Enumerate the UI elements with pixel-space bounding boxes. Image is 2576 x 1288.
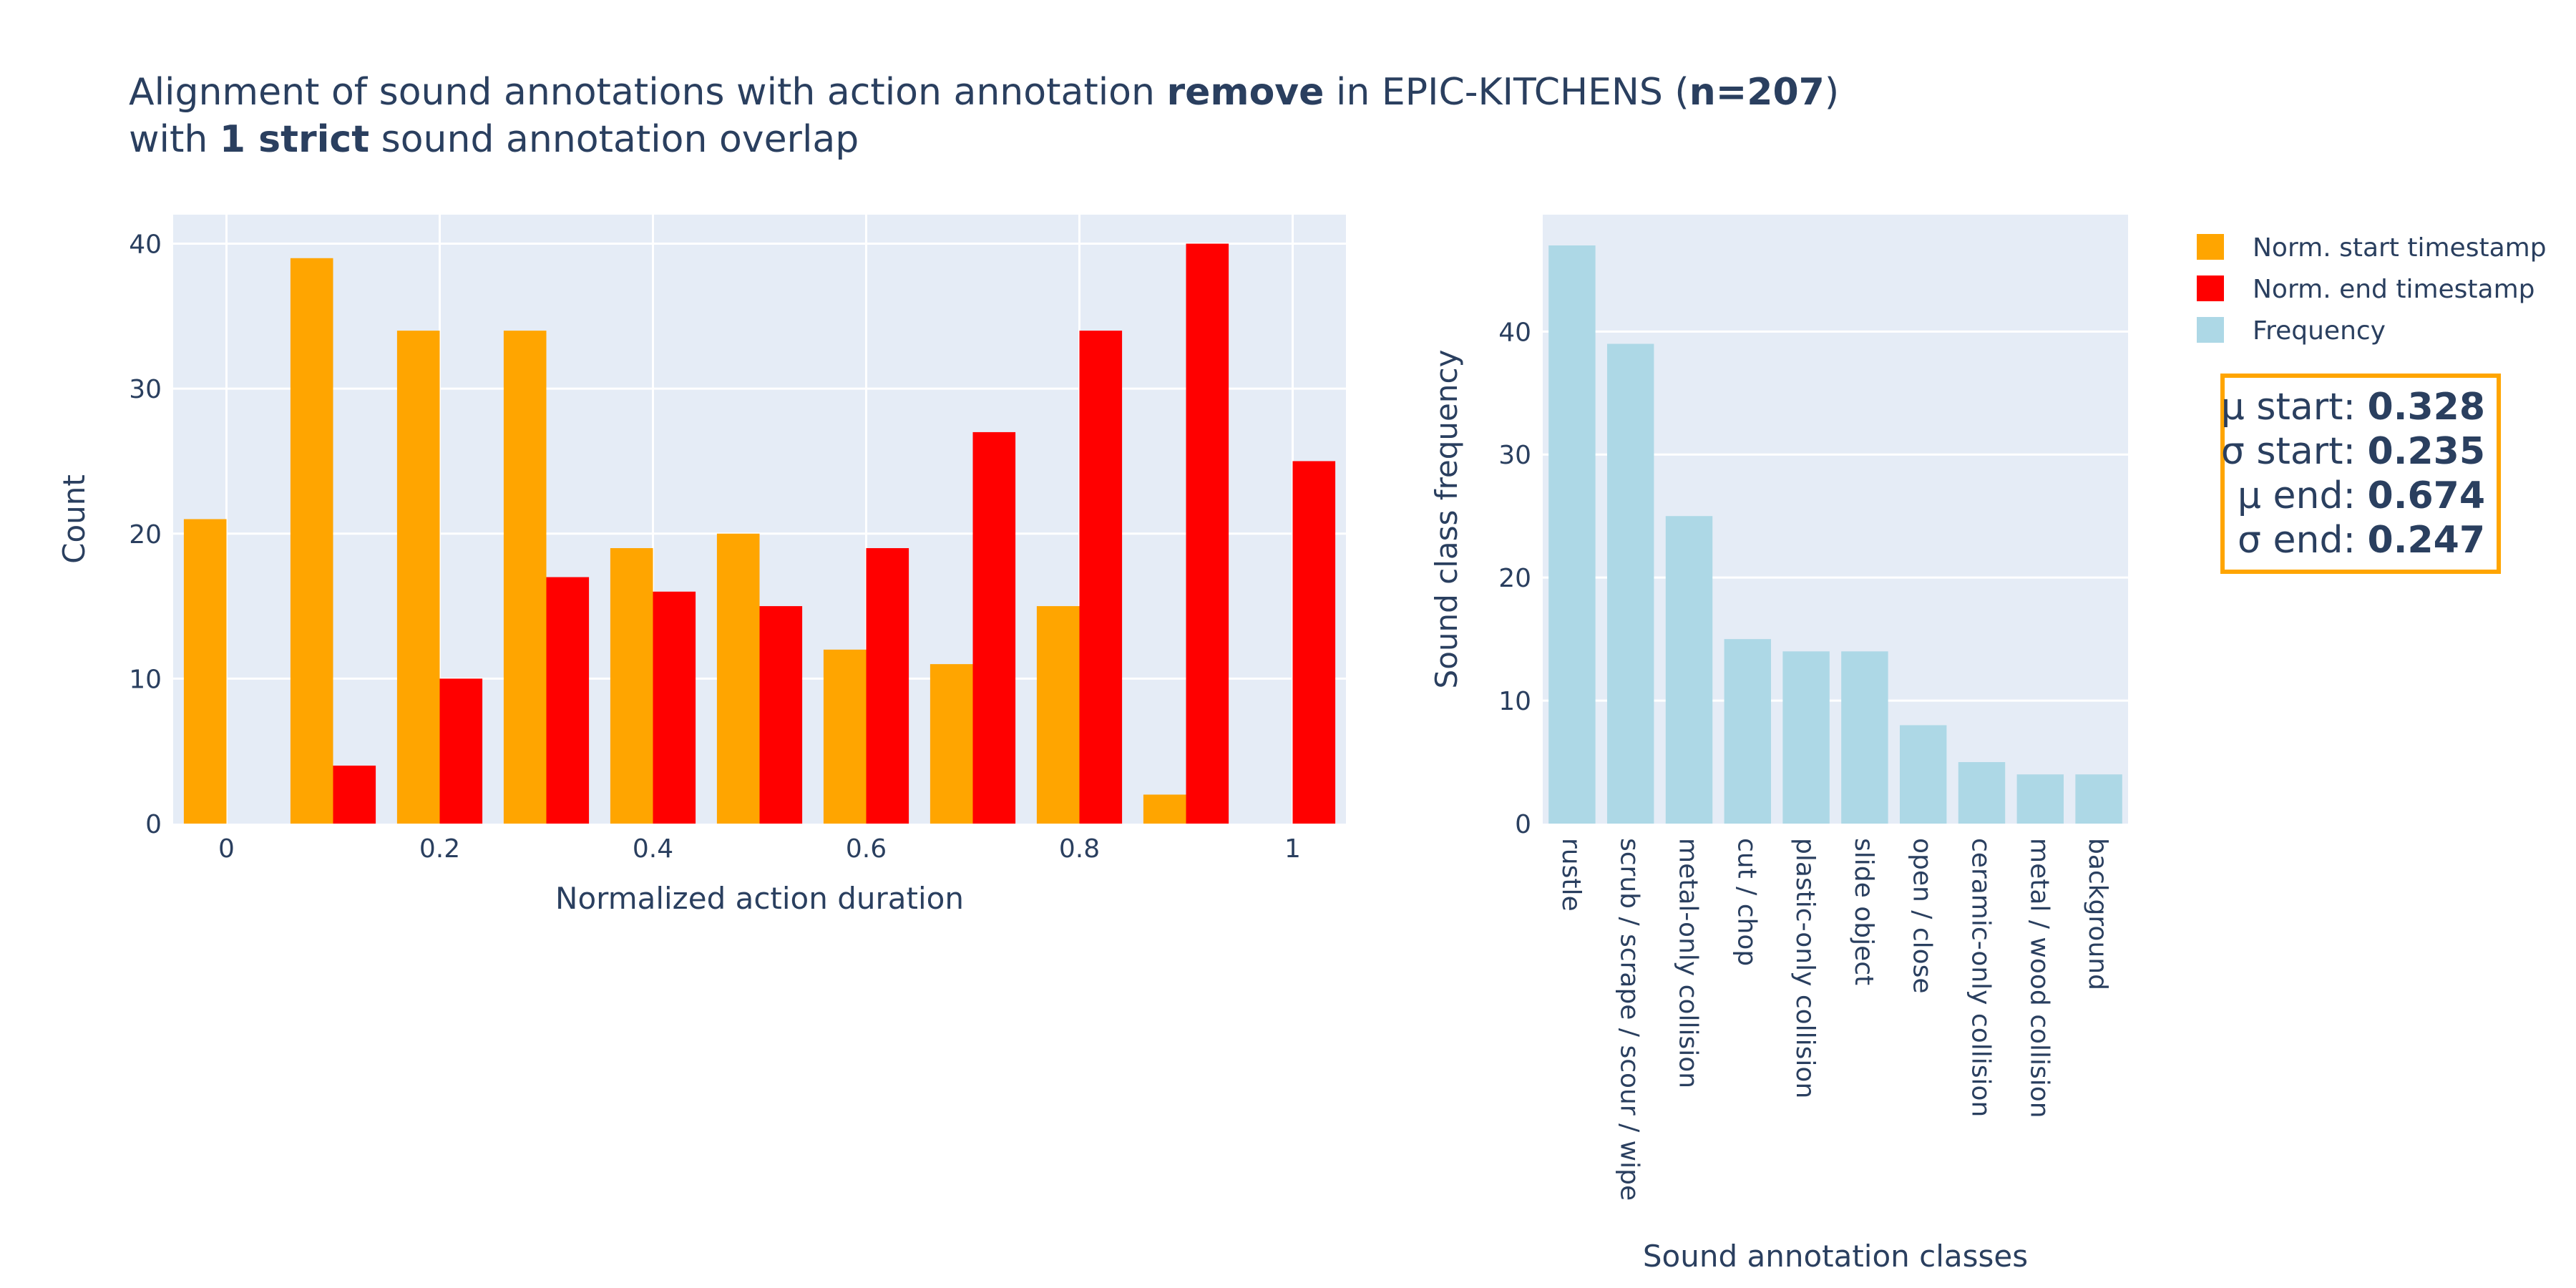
- y-tick-label: 20: [129, 520, 162, 550]
- legend-swatch: [2197, 275, 2224, 301]
- category-label: scrub / scrape / scour / wipe: [1615, 838, 1644, 1201]
- title-part: ): [1824, 71, 1840, 114]
- category-label: background: [2083, 838, 2112, 990]
- y-axis-title: Sound class frequency: [1429, 350, 1464, 689]
- start-timestamp-bar: [1036, 606, 1080, 824]
- start-timestamp-bar: [930, 664, 973, 824]
- x-tick-label: 0: [218, 834, 235, 864]
- end-timestamp-bar: [1292, 461, 1336, 824]
- start-timestamp-bar: [183, 519, 227, 824]
- title-part: sound annotation overlap: [369, 118, 859, 161]
- stat-mu-end: μ end: 0.674: [2238, 474, 2485, 518]
- stat-mu-start: μ start: 0.328: [2221, 385, 2485, 429]
- stat-value: 0.247: [2367, 519, 2485, 562]
- legend-item[interactable]: Norm. start timestamp: [2197, 233, 2547, 263]
- frequency-bar: [1958, 762, 2006, 824]
- category-label: slide object: [1849, 838, 1878, 985]
- y-tick-label: 10: [129, 665, 162, 694]
- legend-label: Norm. start timestamp: [2253, 233, 2547, 263]
- start-timestamp-bar: [716, 533, 760, 824]
- stats-box: μ start: 0.328 σ start: 0.235 μ end: 0.6…: [2220, 374, 2501, 574]
- stat-value: 0.674: [2367, 474, 2485, 517]
- frequency-bar: [2075, 774, 2122, 824]
- chart-title: Alignment of sound annotations with acti…: [129, 69, 1839, 163]
- category-label: metal-only collision: [1674, 838, 1703, 1088]
- end-timestamp-bar: [333, 765, 376, 824]
- end-timestamp-bar: [439, 678, 483, 824]
- x-tick-label: 0.4: [633, 834, 673, 864]
- stat-sigma-start: σ start: 0.235: [2221, 429, 2485, 474]
- frequency-bar: [1606, 343, 1654, 824]
- title-action: remove: [1166, 71, 1324, 114]
- frequency-bar: [1899, 725, 1947, 824]
- frequency-bar: [1724, 639, 1772, 824]
- frequency-plot: 0 10 20 30 40 rustle scrub / scrape / scour / …: [1429, 215, 2128, 1274]
- y-tick-label: 30: [1498, 441, 1531, 470]
- stat-value: 0.328: [2367, 386, 2485, 429]
- end-timestamp-bar: [653, 591, 696, 824]
- category-label: ceramic-only collision: [1966, 838, 1996, 1117]
- x-axis-title: Normalized action duration: [555, 881, 964, 916]
- y-tick-label: 40: [1498, 318, 1531, 347]
- legend-item[interactable]: Norm. end timestamp: [2197, 275, 2535, 304]
- y-tick-label: 0: [145, 810, 162, 839]
- title-overlap: 1 strict: [219, 118, 370, 161]
- y-tick-label: 0: [1515, 810, 1531, 839]
- x-tick-label: 1: [1284, 834, 1301, 864]
- legend-label: Frequency: [2253, 316, 2386, 346]
- y-axis-title: Count: [57, 474, 92, 564]
- end-timestamp-bar: [759, 606, 803, 824]
- start-timestamp-bar: [396, 331, 440, 824]
- category-label: open / close: [1908, 838, 1937, 994]
- legend-swatch: [2197, 234, 2224, 260]
- start-timestamp-bar: [1143, 794, 1186, 824]
- title-part: with: [129, 118, 220, 161]
- stat-label: μ start:: [2220, 386, 2368, 429]
- category-label: metal / wood collision: [2024, 838, 2054, 1118]
- frequency-bar: [1841, 651, 1888, 824]
- legend-item[interactable]: Frequency: [2197, 316, 2386, 346]
- y-tick-label: 30: [129, 375, 162, 404]
- frequency-bar: [1782, 651, 1830, 824]
- x-tick-label: 0.8: [1059, 834, 1100, 864]
- frequency-bar: [1665, 516, 1713, 824]
- x-axis-title: Sound annotation classes: [1643, 1239, 2028, 1274]
- category-label: cut / chop: [1732, 838, 1761, 966]
- end-timestamp-bar: [1079, 331, 1123, 824]
- y-tick-label: 10: [1498, 687, 1531, 716]
- title-part: Alignment of sound annotations with acti…: [129, 71, 1167, 114]
- title-count: n=207: [1689, 71, 1825, 114]
- start-timestamp-bar: [290, 258, 333, 824]
- end-timestamp-bar: [972, 431, 1016, 824]
- stat-label: μ end:: [2237, 474, 2368, 517]
- start-timestamp-bar: [823, 649, 867, 824]
- y-tick-label: 20: [1498, 564, 1531, 593]
- legend-label: Norm. end timestamp: [2253, 275, 2535, 304]
- histogram-plot: 0 10 20 30 40 0 0.2 0.4 0.6 0.8 1 Normalized action…: [57, 215, 1346, 916]
- start-timestamp-bar: [503, 331, 547, 824]
- x-tick-label: 0.2: [419, 834, 460, 864]
- category-label: plastic-only collision: [1790, 838, 1820, 1098]
- stat-label: σ end:: [2238, 519, 2368, 562]
- frequency-bar: [2016, 774, 2064, 824]
- legend: Norm. start timestamp Norm. end timestamp…: [2197, 233, 2547, 346]
- end-timestamp-bar: [866, 548, 909, 824]
- stat-label: σ start:: [2220, 430, 2368, 473]
- y-tick-label: 40: [129, 230, 162, 260]
- end-timestamp-bar: [546, 577, 590, 824]
- category-label: rustle: [1556, 838, 1586, 912]
- x-tick-label: 0.6: [846, 834, 887, 864]
- end-timestamp-bar: [1186, 243, 1229, 824]
- title-line-2: with 1 strict sound annotation overlap: [129, 116, 1839, 163]
- title-part: in EPIC-KITCHENS (: [1324, 71, 1689, 114]
- stat-value: 0.235: [2367, 430, 2485, 473]
- start-timestamp-bar: [610, 548, 653, 824]
- stat-sigma-end: σ end: 0.247: [2238, 518, 2485, 562]
- title-line-1: Alignment of sound annotations with acti…: [129, 69, 1839, 116]
- frequency-bar: [1548, 245, 1596, 824]
- legend-swatch: [2197, 317, 2224, 343]
